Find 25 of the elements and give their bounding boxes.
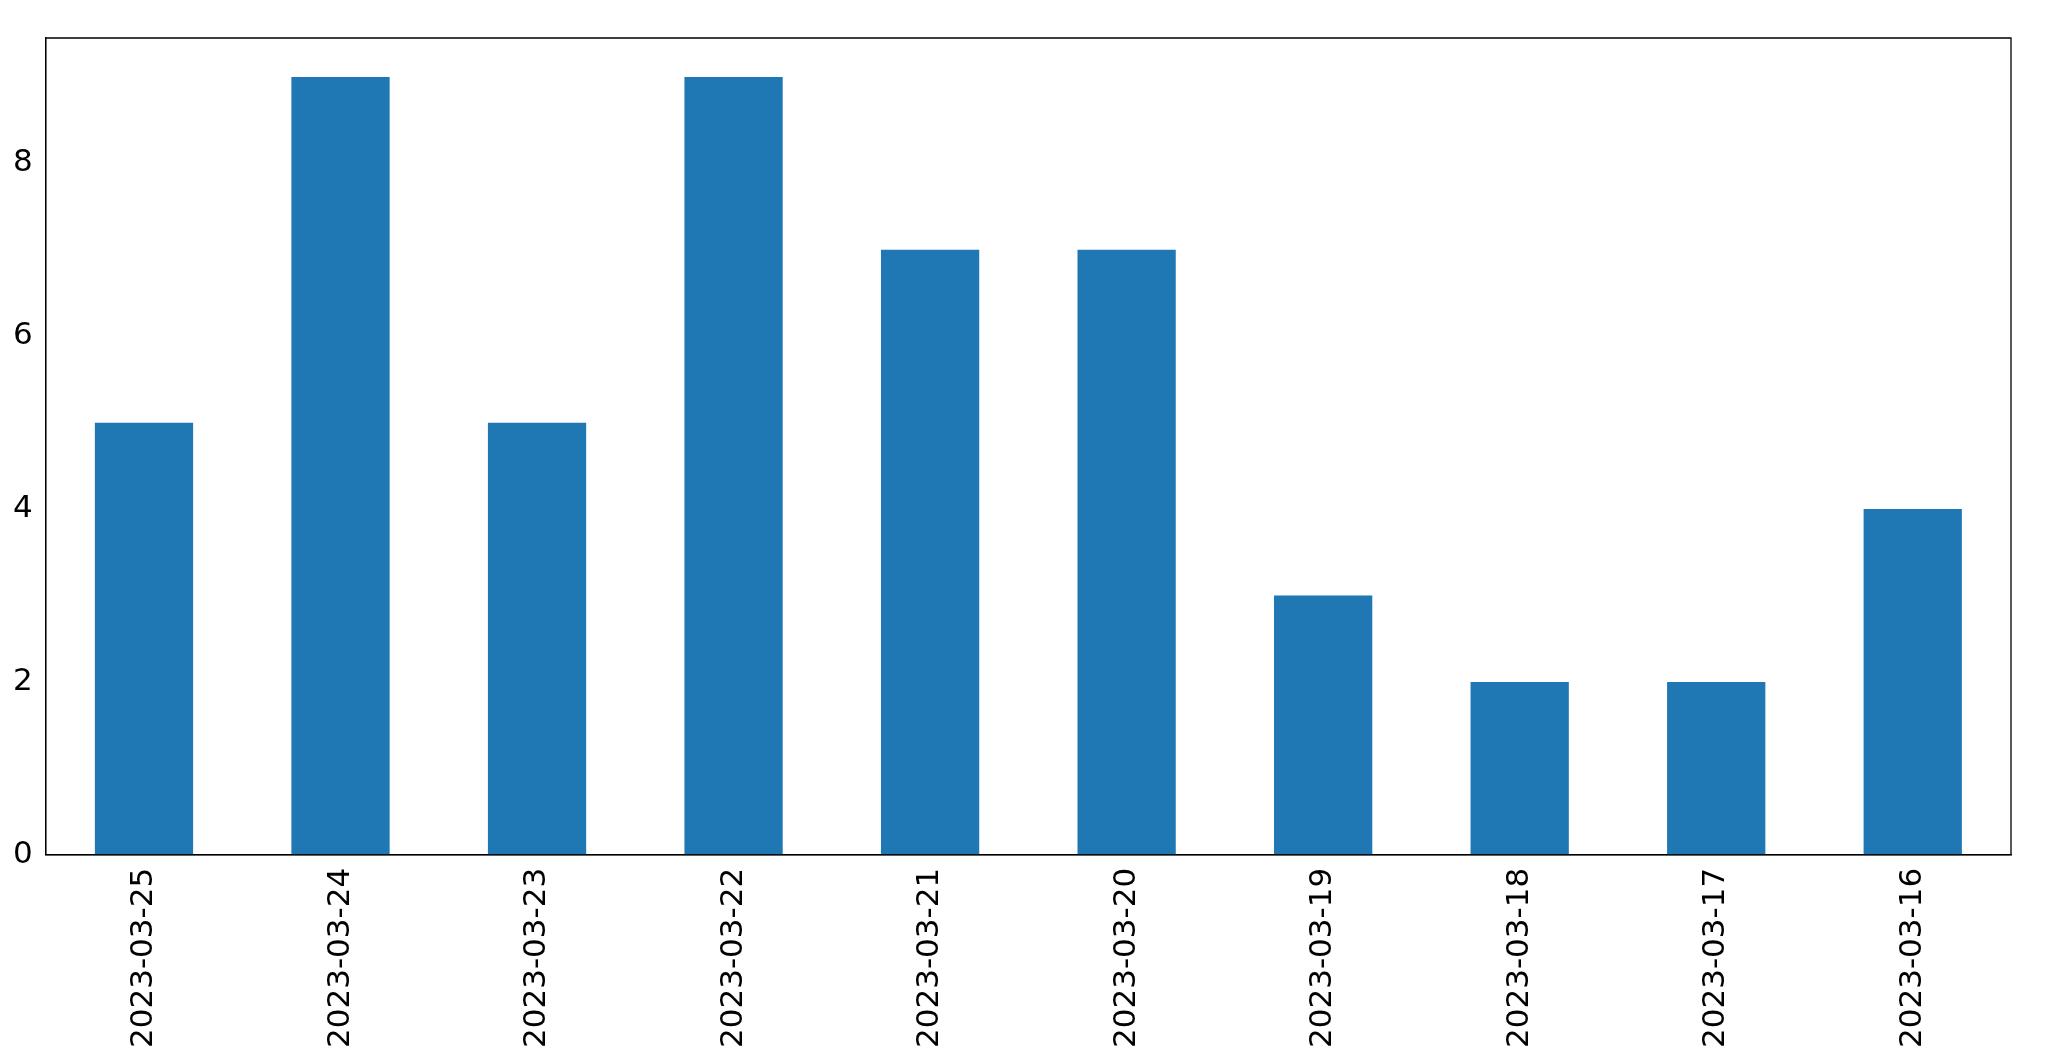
x-tick-label: 2023-03-16 <box>1891 867 1928 1049</box>
bar <box>1077 249 1176 855</box>
x-tick-label: 2023-03-19 <box>1302 867 1339 1049</box>
x-tick-label: 2023-03-20 <box>1105 867 1142 1049</box>
bar <box>1667 681 1766 855</box>
y-tick-label: 2 <box>12 661 33 698</box>
y-tick-label: 0 <box>12 833 33 870</box>
bar <box>94 422 194 855</box>
bar <box>291 76 390 855</box>
x-tick-label: 2023-03-22 <box>712 867 749 1049</box>
bar <box>880 249 980 855</box>
bar <box>487 422 587 855</box>
x-tick-label: 2023-03-25 <box>123 867 160 1049</box>
x-tick-label: 2023-03-17 <box>1695 867 1732 1049</box>
y-tick-label: 8 <box>12 142 33 179</box>
bar <box>1863 509 1962 855</box>
x-tick-label: 2023-03-21 <box>909 867 946 1049</box>
y-tick-label: 6 <box>12 315 33 352</box>
bar <box>1470 681 1569 855</box>
bar <box>684 76 783 855</box>
x-tick-label: 2023-03-24 <box>319 867 356 1049</box>
y-tick-label: 4 <box>12 488 33 525</box>
bar <box>1274 595 1373 855</box>
x-tick-label: 2023-03-23 <box>516 867 553 1049</box>
x-tick-label: 2023-03-18 <box>1498 867 1535 1049</box>
